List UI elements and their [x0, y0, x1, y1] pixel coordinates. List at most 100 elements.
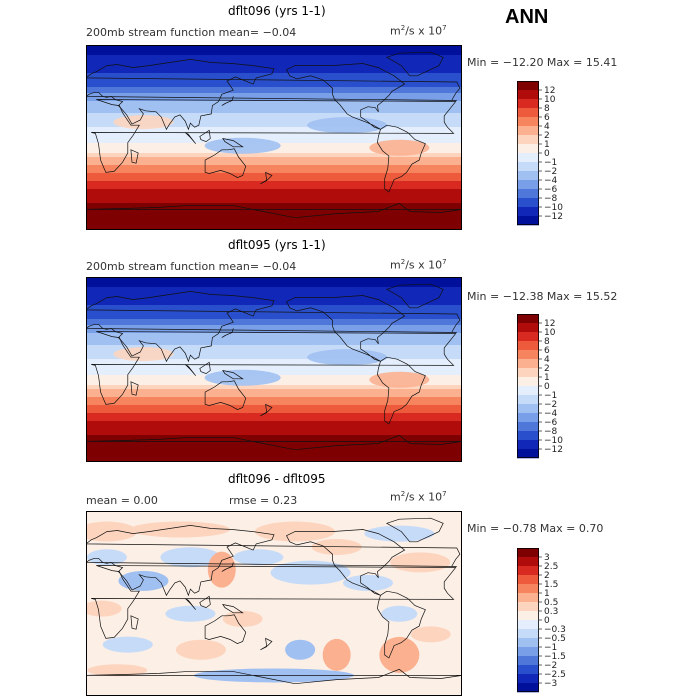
band-strip: [86, 445, 462, 448]
band-strip: [86, 419, 462, 422]
band-strip: [86, 159, 462, 162]
band-strip: [86, 307, 462, 310]
coastline: [184, 598, 196, 610]
colorbar-tick-label: 0: [544, 382, 550, 392]
coastline: [86, 434, 462, 451]
colorbar-swatch: [517, 449, 539, 459]
anomaly-patch: [233, 549, 284, 566]
panel-2-title: dflt095 (yrs 1-1): [228, 238, 326, 252]
colorbar-swatch: [517, 323, 539, 333]
colorbar-tick-label: −8: [544, 427, 558, 437]
band-strip: [86, 277, 462, 280]
band-strip: [86, 65, 462, 68]
colorbar-tick-label: 10: [544, 95, 556, 105]
band-strip: [86, 47, 462, 50]
panel-1-units: m2/s x 107: [390, 24, 447, 38]
anomaly-patch: [369, 139, 430, 156]
colorbar-tick-label: 1: [544, 373, 550, 383]
colorbar-swatch: [517, 153, 539, 163]
band-strip: [86, 137, 462, 140]
band-strip: [86, 51, 462, 54]
colorbar-tick-label: −4: [544, 409, 558, 419]
band-strip: [86, 131, 462, 134]
band-strip: [86, 313, 462, 316]
panel-3-units: m2/s x 107: [390, 490, 447, 504]
colorbar-tick-label: 4: [544, 122, 550, 132]
band-strip: [86, 105, 462, 108]
colorbar-swatch: [517, 602, 539, 612]
band-strip: [86, 223, 462, 226]
panel-1-title: dflt096 (yrs 1-1): [228, 4, 326, 18]
colorbar-swatch: [517, 377, 539, 387]
colorbar-tick-label: −12: [544, 445, 563, 455]
band-strip: [86, 453, 462, 456]
band-strip: [86, 133, 462, 136]
band-strip: [86, 217, 462, 220]
band-strip: [86, 55, 462, 58]
colorbar-tick-label: −4: [544, 176, 558, 186]
colorbar-swatch: [517, 117, 539, 127]
band-strip: [86, 175, 462, 178]
band-strip: [86, 297, 462, 300]
coastline: [260, 403, 273, 417]
band-strip: [86, 163, 462, 166]
band-strip: [86, 337, 462, 340]
band-strip: [86, 157, 462, 160]
anomaly-patch: [86, 549, 127, 566]
panel-3-minmax: Min = −0.78 Max = 0.70: [467, 522, 604, 535]
band-strip: [86, 125, 462, 128]
band-strip: [86, 339, 462, 342]
band-strip: [86, 281, 462, 284]
coastline: [377, 124, 426, 193]
colorbar-swatch: [517, 359, 539, 369]
band-strip: [86, 459, 462, 462]
panel-1-minmax: Min = −12.20 Max = 15.41: [467, 56, 618, 69]
panel-3-mean: mean = 0.00: [86, 494, 158, 507]
coastline: [222, 369, 244, 380]
colorbar-swatch: [517, 350, 539, 360]
band-strip: [86, 101, 462, 104]
band-strip: [86, 413, 462, 416]
band-strip: [86, 409, 462, 412]
colorbar-swatch: [517, 593, 539, 603]
colorbar-swatch: [517, 180, 539, 190]
colorbar-tick-label: −0.5: [544, 634, 566, 644]
colorbar-tick-label: 1: [544, 589, 550, 599]
coastline: [204, 148, 247, 178]
band-strip: [86, 405, 462, 408]
colorbar-tick-label: 8: [544, 337, 550, 347]
colorbar-tick-label: −1: [544, 158, 557, 168]
band-strip: [86, 319, 462, 322]
anomaly-patch: [307, 117, 388, 134]
colorbar-tick-label: 2: [544, 571, 550, 581]
map-frame: [86, 511, 462, 696]
map-frame: [86, 45, 462, 230]
colorbar-tick-label: 10: [544, 328, 556, 338]
season-label: ANN: [505, 6, 549, 28]
band-strip: [86, 287, 462, 290]
coastline: [221, 562, 234, 572]
band-strip: [86, 425, 462, 428]
coastline: [222, 603, 244, 614]
colorbar-tick-label: 0.3: [544, 607, 558, 617]
coastline: [130, 615, 139, 630]
band-strip: [86, 123, 462, 126]
anomaly-patch: [113, 347, 174, 362]
band-strip: [86, 363, 462, 366]
band-strip: [86, 129, 462, 132]
band-strip: [86, 115, 462, 118]
panel-2-minmax: Min = −12.38 Max = 15.52: [467, 290, 618, 303]
band-strip: [86, 327, 462, 330]
band-strip: [86, 191, 462, 194]
band-strip: [86, 295, 462, 298]
colorbar-swatch: [517, 171, 539, 181]
colorbar-swatch: [517, 314, 539, 324]
band-strip: [86, 89, 462, 92]
panel-3-title: dflt096 - dflt095: [228, 472, 326, 486]
map-frame: [86, 277, 462, 462]
colorbar-swatch: [517, 557, 539, 567]
band-strip: [86, 227, 462, 230]
colorbar-frame: [517, 548, 539, 692]
coastline: [199, 595, 211, 608]
colorbar-tick-label: −2.5: [544, 670, 566, 680]
